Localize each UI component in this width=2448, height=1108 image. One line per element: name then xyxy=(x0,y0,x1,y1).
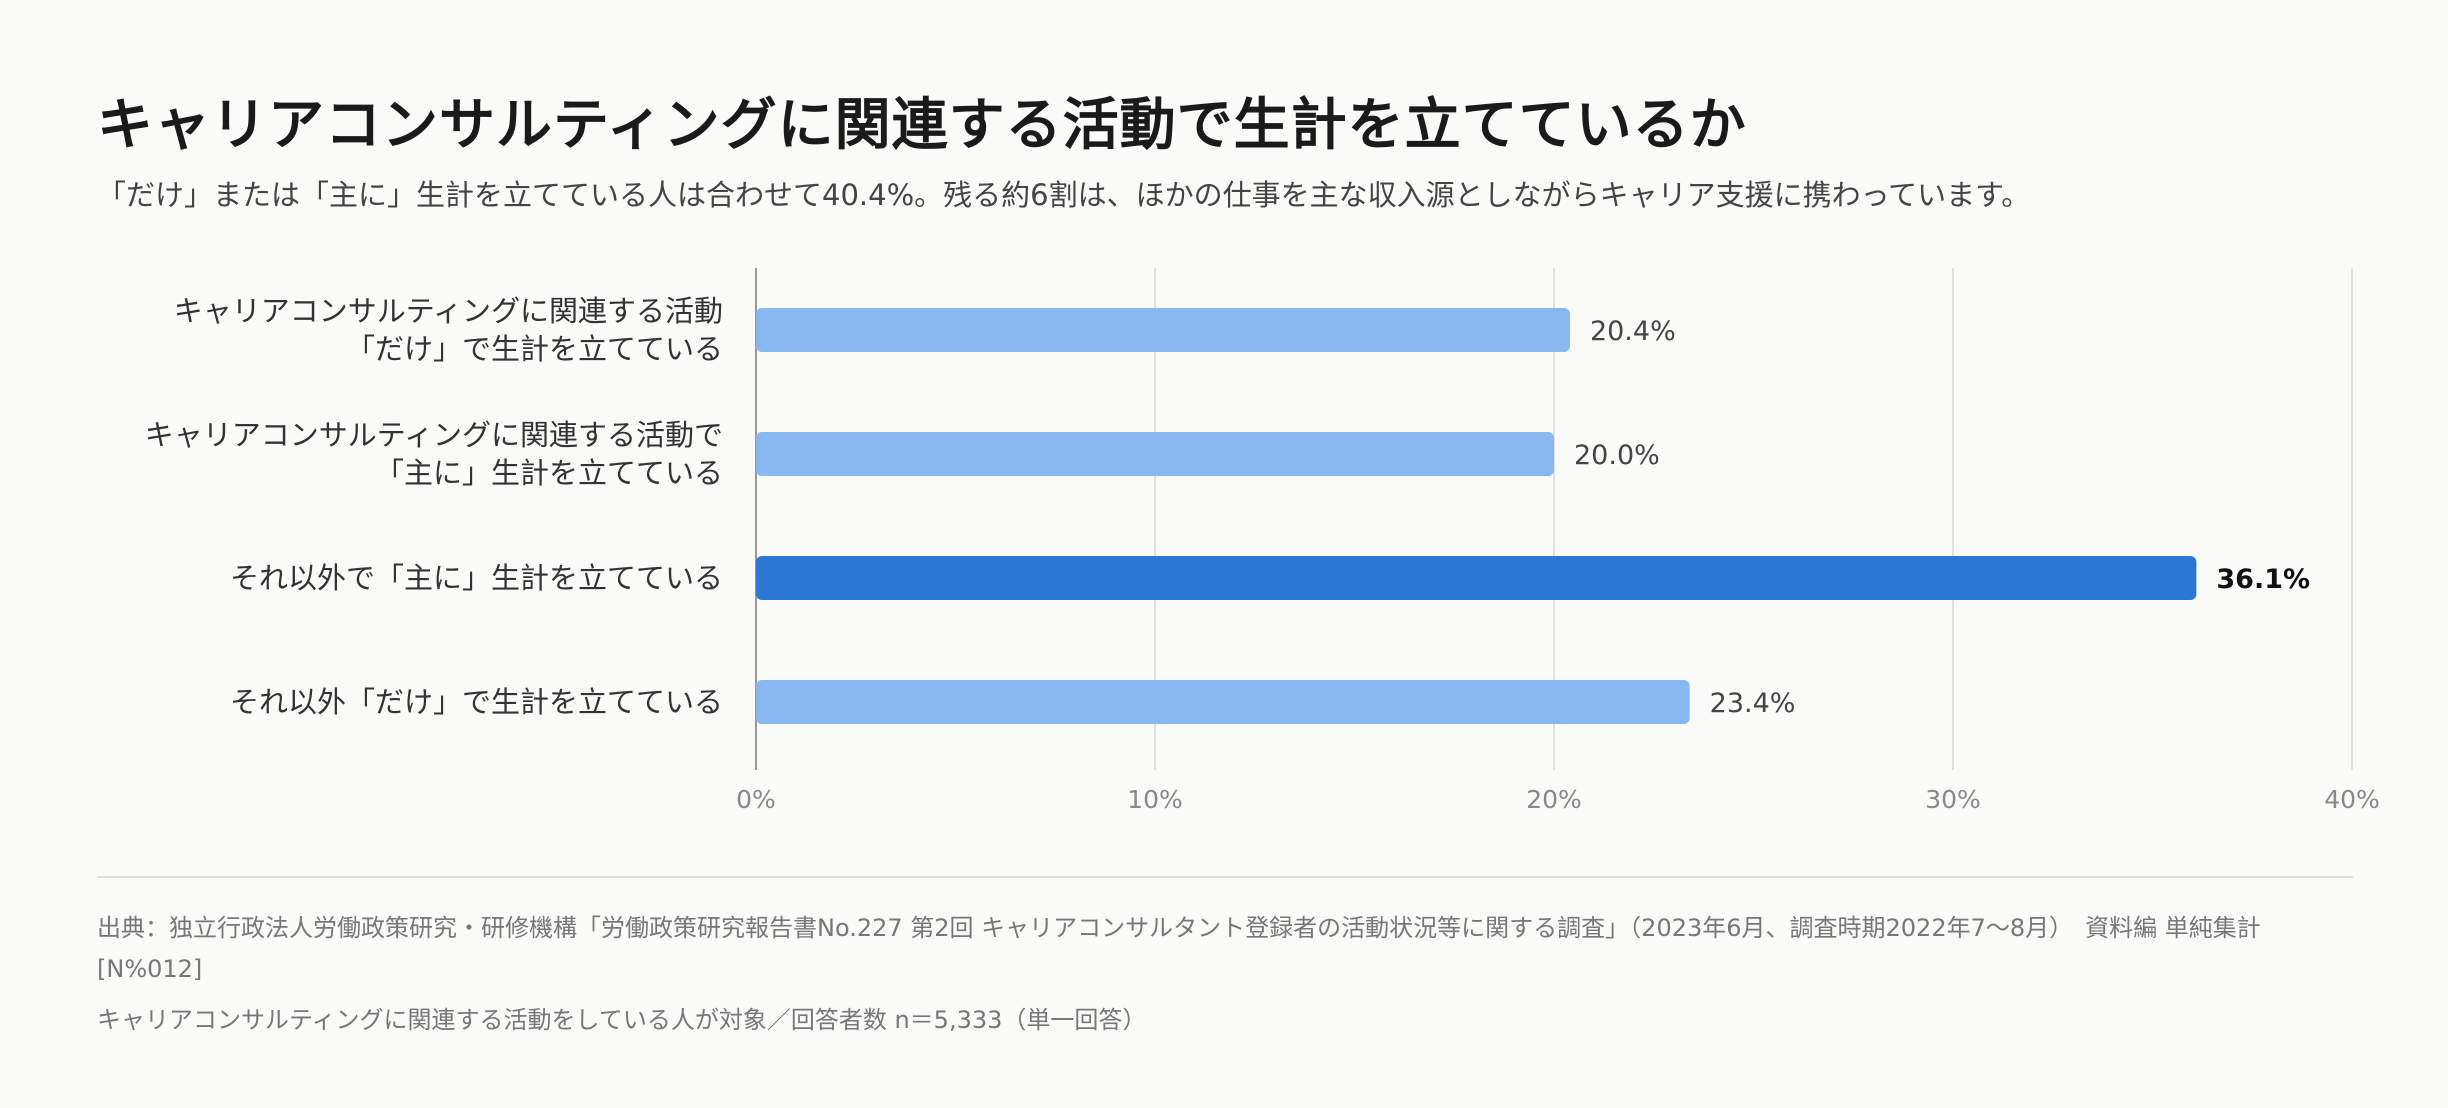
x-tick-label: 30% xyxy=(1925,785,1981,814)
x-tick-label: 40% xyxy=(2324,785,2380,814)
bar xyxy=(756,680,1690,724)
divider xyxy=(97,876,2353,878)
x-tick-label: 0% xyxy=(736,785,776,814)
bar xyxy=(756,308,1570,352)
sample-note: キャリアコンサルティングに関連する活動をしている人が対象／回答者数 n＝5,33… xyxy=(97,1006,1147,1034)
chart-title: キャリアコンサルティングに関連する活動で生計を立てているか xyxy=(97,93,1747,158)
source-note: 出典：独立行政法人労働政策研究・研修機構「労働政策研究報告書No.227 第2回… xyxy=(97,914,2261,983)
category-label: キャリアコンサルティングに関連する活動「だけ」で生計を立てている xyxy=(83,292,723,368)
bar-value-label: 23.4% xyxy=(1710,688,1796,719)
bar-value-label: 20.4% xyxy=(1590,316,1676,347)
category-label: それ以外で「主に」生計を立てている xyxy=(83,559,723,597)
bar xyxy=(756,556,2197,600)
x-tick-label: 10% xyxy=(1127,785,1183,814)
category-label-line: それ以外で「主に」生計を立てている xyxy=(229,561,723,595)
category-label-line: それ以外「だけ」で生計を立てている xyxy=(229,685,723,719)
chart-subtitle: 「だけ」または「主に」生計を立てている人は合わせて40.4%。残る約6割は、ほか… xyxy=(97,178,2031,212)
category-label: それ以外「だけ」で生計を立てている xyxy=(83,683,723,721)
bar xyxy=(756,432,1554,476)
category-label-line: 「だけ」で生計を立てている xyxy=(345,332,723,366)
category-label-line: キャリアコンサルティングに関連する活動で xyxy=(144,418,723,452)
bar-value-label: 20.0% xyxy=(1574,440,1660,471)
bar-value-label: 36.1% xyxy=(2216,564,2310,595)
x-tick-label: 20% xyxy=(1526,785,1582,814)
category-label: キャリアコンサルティングに関連する活動で「主に」生計を立てている xyxy=(83,416,723,492)
bar-chart: 0% 10% 20% 30% 40% 20.4% 20.0% 36.1% 23.4% xyxy=(736,268,2380,814)
category-label-line: 「主に」生計を立てている xyxy=(374,456,723,490)
category-label-line: キャリアコンサルティングに関連する活動 xyxy=(173,294,723,328)
